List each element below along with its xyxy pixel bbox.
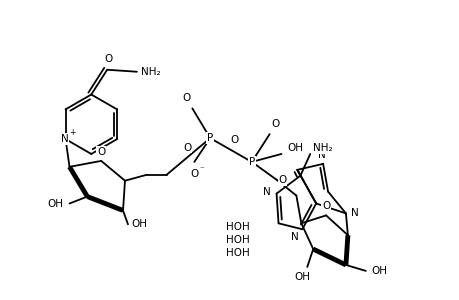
Text: NH₂: NH₂ bbox=[313, 143, 332, 153]
Text: O: O bbox=[271, 119, 279, 129]
Text: OH: OH bbox=[294, 272, 310, 282]
Text: OH: OH bbox=[48, 200, 63, 209]
Text: HOH: HOH bbox=[225, 235, 249, 245]
Text: +: + bbox=[69, 128, 75, 137]
Text: O: O bbox=[190, 169, 198, 179]
Text: N: N bbox=[262, 187, 270, 196]
Text: O: O bbox=[183, 142, 191, 152]
Text: NH₂: NH₂ bbox=[140, 67, 160, 77]
Text: N: N bbox=[61, 134, 68, 144]
Text: N: N bbox=[318, 150, 325, 160]
Text: O: O bbox=[104, 54, 112, 64]
Text: O: O bbox=[278, 175, 286, 185]
Text: OH: OH bbox=[371, 266, 387, 276]
Text: OH: OH bbox=[132, 219, 147, 229]
Text: HOH: HOH bbox=[225, 248, 249, 258]
Text: O: O bbox=[97, 147, 105, 157]
Text: N: N bbox=[350, 208, 358, 218]
Text: OH: OH bbox=[287, 143, 303, 153]
Text: P: P bbox=[207, 133, 213, 143]
Text: O: O bbox=[321, 202, 330, 212]
Text: O: O bbox=[230, 135, 239, 145]
Text: ⁻: ⁻ bbox=[200, 165, 204, 174]
Text: HOH: HOH bbox=[225, 222, 249, 232]
Text: P: P bbox=[248, 157, 254, 167]
Text: O: O bbox=[182, 94, 190, 103]
Text: N: N bbox=[290, 232, 297, 242]
